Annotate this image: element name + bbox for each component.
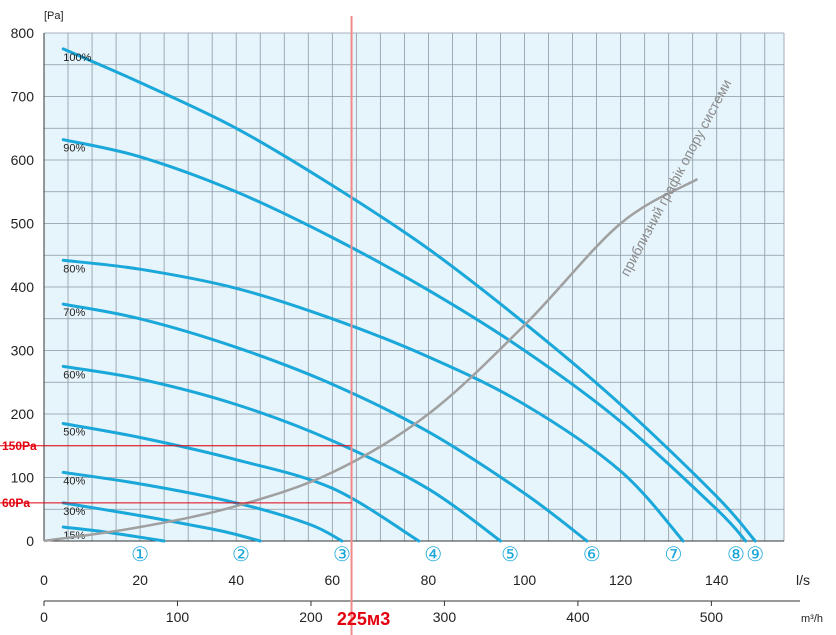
x-axis-unit-ls: l/s [796,572,810,588]
fan-curve-label: 90% [63,143,85,155]
fan-curve-90pct [61,138,748,543]
y-tick-label: 300 [11,343,35,359]
fan-curve-label: 30% [63,506,85,518]
x-tick-label-m3h: 200 [299,609,323,625]
fan-curve-70pct [61,302,589,543]
curve-number-label: ⑨ [746,542,764,566]
x-tick-label-m3h: 500 [700,609,724,625]
curve-number-label: ③ [333,542,351,566]
x-tick-label-ls: 60 [325,572,341,588]
pressure-marker-label: 60Pa [2,496,30,510]
x-axis-unit-m3h: m³/h [801,613,823,625]
y-tick-label: 400 [11,279,35,295]
x-tick-label-ls: 120 [609,572,633,588]
y-axis-unit: [Pa] [44,10,64,22]
y-tick-label: 700 [11,89,35,105]
fan-curve-60pct [61,364,502,543]
flow-marker-label: 225м3 [337,609,390,629]
x-tick-label-ls: 80 [421,572,437,588]
fan-curve-80pct [61,258,685,543]
fan-curve-label: 50% [63,427,85,439]
x-tick-label-ls: 140 [705,572,729,588]
x-tick-label-m3h: 400 [566,609,590,625]
y-tick-label: 600 [11,152,35,168]
x-tick-label-m3h: 0 [40,609,48,625]
fan-curve-15pct [61,525,166,543]
grid [43,32,785,542]
fan-curve-30pct [61,501,262,543]
fan-curves: 100%90%80%70%60%50%40%30%15% [61,47,757,543]
pressure-marker-label: 150Pa [2,439,37,453]
curve-number-label: ⑥ [583,542,601,566]
fan-curve-label: 60% [63,369,85,381]
x-tick-label-m3h: 100 [166,609,190,625]
x-tick-label-ls: 40 [228,572,244,588]
curve-number-label: ⑧ [727,542,745,566]
y-tick-label: 0 [26,533,34,549]
curve-number-label: ④ [424,542,442,566]
fan-curve-label: 40% [63,475,85,487]
axes: [Pa] 0 100 200 300 400 500 600 700 800 0 20 40 60 80 10… [11,10,823,625]
x-tick-label-ls: 0 [40,572,48,588]
curve-number-label: ① [131,542,149,566]
fan-curve-label: 80% [63,263,85,275]
x-tick-label-ls: 100 [513,572,537,588]
fan-curve-label: 100% [63,52,91,64]
curve-number-label: ⑤ [501,542,519,566]
fan-curve-100pct [61,47,757,543]
y-tick-label: 100 [11,470,35,486]
operating-point-markers: 225м3 150Pa 60Pa [0,16,390,635]
y-tick-label: 500 [11,216,35,232]
y-tick-label: 800 [11,25,35,41]
x-tick-label-ls: 20 [132,572,148,588]
fan-curve-label: 70% [63,307,85,319]
curve-number-label: ② [232,542,250,566]
fan-curve-50pct [61,422,421,543]
y-tick-label: 200 [11,406,35,422]
system-curve [43,178,699,543]
curve-number-label: ⑦ [665,542,683,566]
x-tick-label-m3h: 300 [433,609,457,625]
